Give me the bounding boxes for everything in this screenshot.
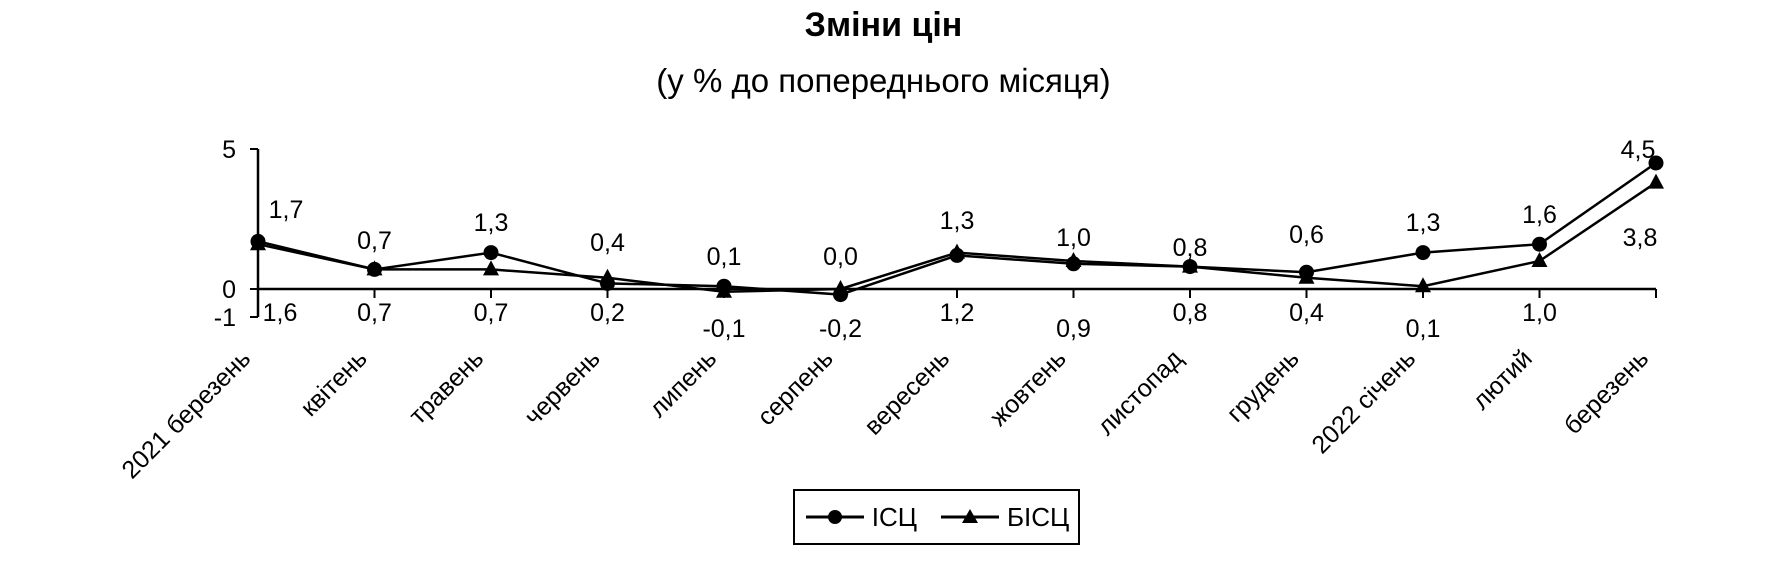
- data-label-isc: 1,3: [940, 207, 975, 235]
- x-tick-label: червень: [519, 344, 606, 431]
- data-point-bisc: [599, 268, 616, 284]
- y-tick-label: 0: [222, 276, 236, 304]
- data-point-isc: [1415, 245, 1431, 261]
- data-label-bisc: 1,2: [940, 299, 975, 327]
- x-tick-label: лютий: [1467, 344, 1538, 415]
- data-label-isc: 0,4: [590, 229, 625, 257]
- x-tick-label: 2021 березень: [116, 344, 256, 484]
- data-point-isc: [1648, 155, 1664, 171]
- data-point-bisc: [832, 280, 849, 295]
- data-point-isc: [483, 245, 499, 261]
- data-point-isc: [1532, 236, 1547, 252]
- series-line-bisc: [257, 181, 1657, 294]
- data-point-bisc: [250, 235, 266, 251]
- data-point-bisc: [1648, 173, 1664, 189]
- data-label-isc: 1,7: [269, 196, 304, 224]
- data-label-isc: 0,7: [357, 227, 392, 255]
- data-point-bisc: [1182, 257, 1198, 273]
- data-label-isc: 1,6: [1522, 201, 1557, 229]
- legend-label-bisc: БІСЦ: [1006, 501, 1070, 532]
- legend-item-bisc: БІСЦ: [939, 502, 1069, 533]
- x-tick-label: 2022 січень: [1306, 344, 1421, 459]
- data-label-isc: 0,6: [1289, 221, 1324, 249]
- x-tick-label: грудень: [1221, 344, 1304, 427]
- data-label-bisc: 1,0: [1522, 299, 1557, 327]
- y-tick-label: 5: [222, 136, 236, 164]
- legend: ІСЦ БІСЦ: [793, 489, 1080, 545]
- data-point-bisc: [716, 282, 732, 298]
- legend-swatch-circle: [805, 510, 864, 524]
- data-label-isc: 4,5: [1621, 136, 1656, 164]
- y-tick-label: -1: [214, 304, 236, 332]
- data-label-bisc: 0,1: [1406, 315, 1441, 343]
- data-label-bisc: 0,2: [590, 299, 625, 327]
- data-label-bisc: 3,8: [1623, 224, 1658, 252]
- data-point-bisc: [1415, 277, 1431, 293]
- legend-swatch-triangle: [940, 509, 999, 523]
- x-tick-label: жовтень: [985, 344, 1072, 431]
- data-label-bisc: 0,4: [1289, 299, 1324, 327]
- data-label-bisc: 0,8: [1173, 299, 1208, 327]
- x-tick-label: квітень: [295, 344, 373, 422]
- x-tick-label: травень: [404, 344, 490, 430]
- data-point-bisc: [1298, 268, 1315, 284]
- data-label-isc: 1,0: [1056, 224, 1091, 252]
- data-point-bisc: [366, 260, 383, 276]
- x-tick-label: листопад: [1092, 344, 1189, 441]
- data-label-isc: 0,8: [1173, 234, 1208, 262]
- chart-title: Зміни цін: [804, 6, 963, 44]
- legend-item-isc: ІСЦ: [804, 502, 917, 533]
- data-label-bisc: 0,7: [474, 299, 509, 327]
- data-point-bisc: [1065, 252, 1082, 267]
- data-point-bisc: [949, 243, 965, 259]
- data-label-bisc: 0,7: [357, 299, 392, 327]
- data-label-bisc: 1,6: [263, 299, 298, 327]
- x-tick-label: липень: [644, 344, 722, 422]
- data-label-isc: 1,3: [474, 209, 509, 237]
- data-label-bisc: -0,2: [819, 315, 862, 343]
- x-tick-label: серпень: [752, 344, 839, 431]
- data-point-bisc: [1531, 252, 1548, 267]
- data-label-isc: 0,1: [707, 243, 742, 271]
- chart-subtitle: (у % до попереднього місяця): [656, 62, 1111, 99]
- data-label-isc: 1,3: [1406, 209, 1441, 237]
- data-label-isc: 0,0: [823, 243, 858, 271]
- x-tick-label: вересень: [859, 344, 955, 440]
- data-point-bisc: [483, 260, 499, 276]
- x-tick-label: березень: [1559, 344, 1655, 440]
- data-label-bisc: -0,1: [702, 315, 745, 343]
- data-label-bisc: 0,9: [1056, 315, 1091, 343]
- legend-label-isc: ІСЦ: [871, 501, 917, 532]
